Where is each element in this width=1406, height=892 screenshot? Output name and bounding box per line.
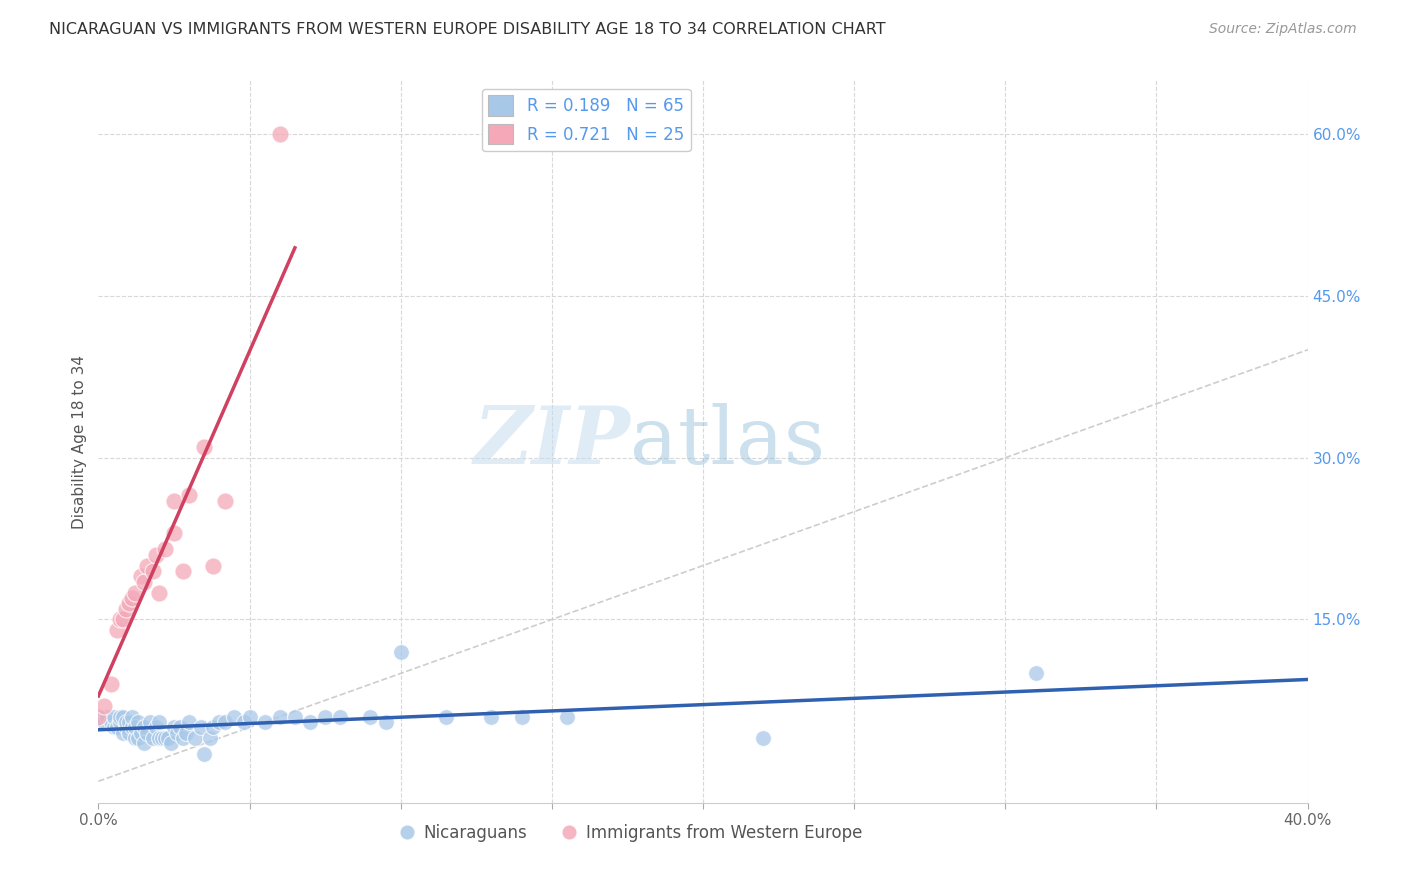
Point [329,709,352,723]
Point [510,709,533,723]
Point [93,714,115,729]
Point [129,569,152,583]
Point [156,731,179,745]
Point [153,731,176,745]
Point [200,731,222,745]
Legend: Nicaraguans, Immigrants from Western Europe: Nicaraguans, Immigrants from Western Eur… [392,817,869,848]
Point [139,714,162,729]
Point [124,720,146,734]
Point [752,731,775,745]
Point [214,493,236,508]
Point [239,709,262,723]
Point [190,720,212,734]
Point [108,612,131,626]
Point [105,624,128,638]
Point [148,731,170,745]
Point [108,709,131,723]
Point [160,737,183,751]
Point [172,731,194,745]
Point [163,720,186,734]
Point [142,564,165,578]
Point [87,709,110,723]
Point [284,709,307,723]
Point [163,493,186,508]
Point [108,714,131,729]
Point [129,725,152,739]
Point [555,709,578,723]
Point [114,714,136,729]
Point [96,709,118,723]
Point [105,720,128,734]
Point [184,731,207,745]
Point [118,714,141,729]
Point [360,709,382,723]
Point [132,720,155,734]
Point [269,709,291,723]
Point [172,564,194,578]
Point [481,709,503,723]
Point [127,731,149,745]
Point [202,558,225,573]
Point [114,601,136,615]
Text: atlas: atlas [630,402,825,481]
Text: NICARAGUAN VS IMMIGRANTS FROM WESTERN EUROPE DISABILITY AGE 18 TO 34 CORRELATION: NICARAGUAN VS IMMIGRANTS FROM WESTERN EU… [49,22,886,37]
Text: Source: ZipAtlas.com: Source: ZipAtlas.com [1209,22,1357,37]
Point [121,720,143,734]
Point [434,709,457,723]
Point [299,714,322,729]
Text: ZIP: ZIP [474,403,630,480]
Point [135,558,157,573]
Point [111,725,134,739]
Point [166,725,188,739]
Point [193,747,215,762]
Point [224,709,246,723]
Point [193,440,215,454]
Point [118,725,141,739]
Point [124,585,146,599]
Point [145,720,167,734]
Point [169,720,191,734]
Point [232,714,254,729]
Point [100,677,122,691]
Point [118,596,141,610]
Point [153,542,176,557]
Point [111,709,134,723]
Point [100,714,122,729]
Point [103,720,125,734]
Point [114,720,136,734]
Point [148,585,170,599]
Point [121,709,143,723]
Point [124,731,146,745]
Point [87,709,110,723]
Point [1024,666,1046,681]
Point [202,720,225,734]
Y-axis label: Disability Age 18 to 34: Disability Age 18 to 34 [72,354,87,529]
Point [269,127,291,141]
Point [127,714,149,729]
Point [314,709,336,723]
Point [208,714,231,729]
Point [145,548,167,562]
Point [163,526,186,541]
Point [253,714,276,729]
Point [132,737,155,751]
Point [148,714,170,729]
Point [132,574,155,589]
Point [142,731,165,745]
Point [179,714,201,729]
Point [389,645,412,659]
Point [214,714,236,729]
Point [150,731,173,745]
Point [121,591,143,605]
Point [174,725,197,739]
Point [179,488,201,502]
Point [93,698,115,713]
Point [374,714,396,729]
Point [111,612,134,626]
Point [103,709,125,723]
Point [135,725,157,739]
